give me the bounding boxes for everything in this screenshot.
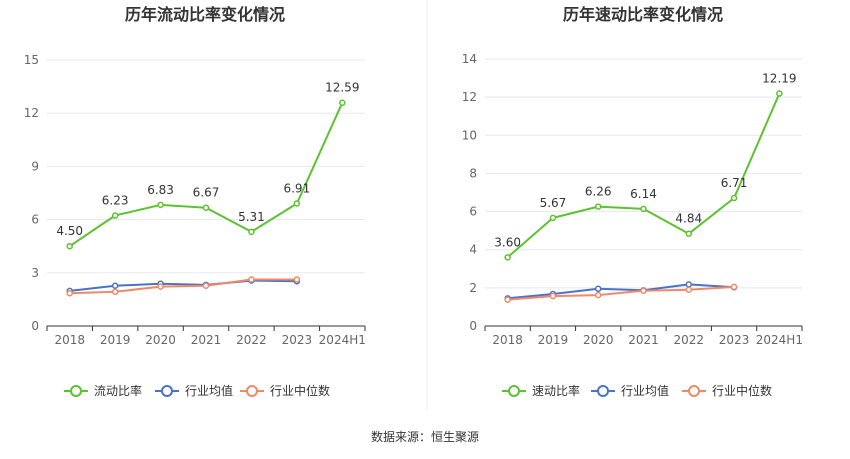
data-label: 6.83: [147, 183, 174, 197]
data-point: [594, 291, 602, 299]
data-point: [685, 230, 693, 237]
data-label: 6.26: [585, 185, 612, 199]
data-point: [66, 289, 73, 297]
y-tick-label: 12: [462, 90, 477, 104]
data-label: 4.50: [56, 224, 83, 238]
data-point: [202, 282, 210, 289]
x-tick-label: 2020: [583, 333, 614, 347]
y-tick-label: 0: [469, 319, 477, 333]
legend-marker: [688, 385, 700, 397]
data-point: [640, 287, 647, 294]
data-point: [504, 254, 511, 261]
data-point: [157, 201, 164, 209]
y-tick-label: 6: [31, 213, 39, 227]
x-tick-label: 2021: [191, 333, 222, 347]
y-tick-label: 8: [469, 166, 477, 180]
x-tick-label: 2023: [282, 333, 313, 347]
series-line-2: [69, 278, 297, 295]
data-point: [111, 282, 119, 289]
data-point: [640, 205, 647, 213]
legend-marker: [597, 385, 609, 397]
data-source-note: 数据来源：恒生聚源: [370, 430, 479, 444]
x-tick-label: 2020: [145, 333, 176, 347]
x-tick-label: 2022: [674, 333, 705, 347]
data-label: 5.31: [238, 210, 265, 224]
y-tick-label: 2: [469, 281, 477, 295]
data-point: [549, 292, 557, 300]
x-tick-label: 2019: [100, 333, 131, 347]
data-point: [730, 283, 738, 291]
data-point: [293, 276, 301, 283]
legend-label: 行业中位数: [270, 383, 330, 398]
legend-label: 速动比率: [532, 383, 580, 398]
data-point: [504, 296, 511, 303]
data-label: 6.23: [102, 194, 129, 208]
x-tick-label: 2022: [236, 333, 267, 347]
data-label: 6.14: [630, 187, 657, 201]
data-label: 3.60: [494, 235, 521, 249]
x-tick-label: 2024H1: [756, 333, 803, 347]
y-tick-label: 12: [24, 106, 39, 120]
data-point: [248, 276, 255, 283]
data-label: 12.19: [762, 72, 796, 86]
chart-title: 历年速动比率变化情况: [563, 5, 723, 24]
y-tick-label: 9: [31, 159, 39, 173]
y-tick-label: 4: [469, 243, 477, 257]
data-label: 6.71: [721, 176, 748, 190]
y-tick-label: 14: [462, 52, 477, 66]
legend-label: 行业均值: [621, 383, 669, 398]
x-tick-label: 2021: [628, 333, 659, 347]
x-tick-label: 2019: [538, 333, 569, 347]
x-tick-label: 2018: [54, 333, 85, 347]
legend-marker: [246, 385, 258, 397]
legend-label: 流动比率: [94, 383, 142, 398]
chart-2: 历年速动比率变化情况 0 2 4 6 8 10 12 14 2018 2019 2020 2021 202…: [462, 5, 803, 398]
series-line-1: [69, 279, 297, 292]
data-label: 6.67: [193, 186, 220, 200]
data-point: [776, 90, 783, 97]
series-line-1: [507, 283, 735, 300]
legend-label: 行业中位数: [712, 383, 772, 398]
y-tick-label: 15: [24, 53, 39, 67]
legend-marker: [508, 385, 520, 397]
series-line-0: [69, 102, 344, 248]
y-tick-label: 3: [31, 266, 39, 280]
data-point: [549, 214, 557, 222]
data-label: 6.91: [283, 181, 310, 195]
data-point: [66, 242, 73, 250]
legend-label: 行业均值: [185, 383, 233, 398]
data-point: [594, 285, 602, 293]
data-label: 5.67: [540, 196, 567, 210]
data-point: [730, 194, 738, 202]
data-label: 12.59: [325, 81, 359, 95]
data-point: [293, 200, 301, 207]
y-tick-label: 6: [469, 205, 477, 219]
legend-marker: [161, 385, 173, 397]
data-point: [685, 286, 693, 294]
data-point: [111, 288, 119, 296]
data-point: [339, 99, 346, 106]
y-tick-label: 10: [462, 128, 477, 142]
series-line-2: [507, 285, 735, 301]
data-point: [157, 283, 164, 290]
data-point: [111, 212, 119, 219]
chart-title: 历年流动比率变化情况: [125, 5, 285, 24]
x-tick-label: 2023: [719, 333, 750, 347]
data-point: [685, 281, 693, 288]
legend-marker: [70, 385, 82, 397]
y-tick-label: 0: [31, 319, 39, 333]
data-point: [594, 203, 602, 210]
x-tick-label: 2018: [492, 333, 523, 347]
data-point: [248, 228, 255, 236]
data-label: 4.84: [675, 212, 702, 226]
chart-1: 历年流动比率变化情况 0 3 6 9 12 15 2018 2019 2020 2021 2022 20…: [24, 5, 366, 398]
data-point: [202, 204, 210, 211]
x-tick-label: 2024H1: [319, 333, 366, 347]
